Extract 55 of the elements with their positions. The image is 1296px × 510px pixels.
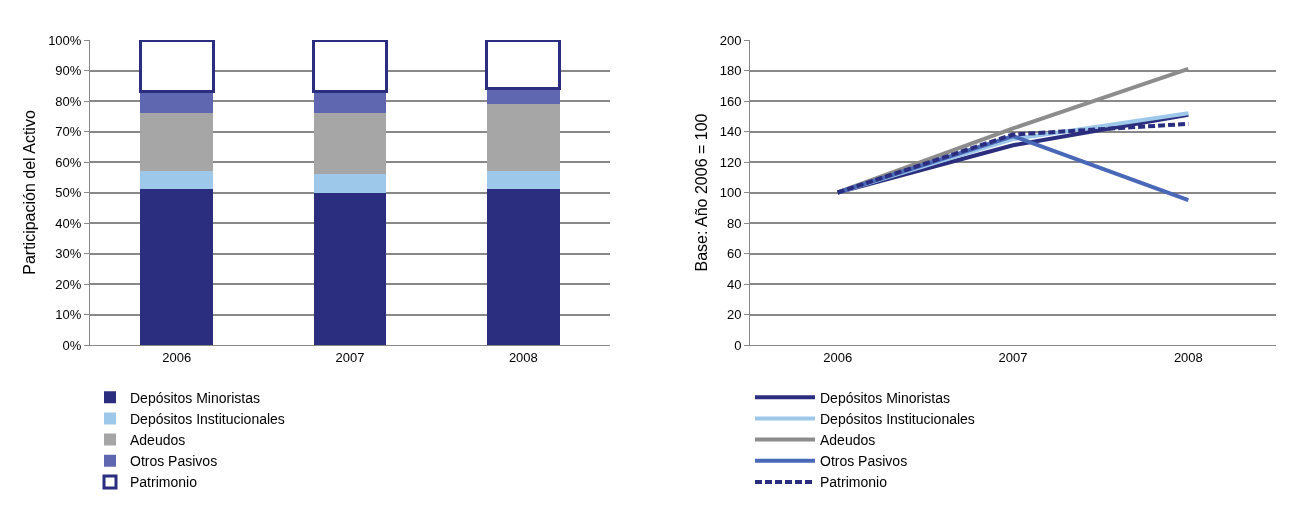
- y-tick-label: 80%: [55, 93, 82, 109]
- y-tick-label: 30%: [55, 246, 82, 262]
- y-tick-label: 100: [719, 185, 742, 201]
- bar: [313, 113, 387, 175]
- y-tick-label: 20: [726, 307, 742, 323]
- x-tick-label: 2007: [335, 349, 365, 365]
- legend-label: Adeudos: [130, 432, 186, 449]
- bar: [312, 40, 388, 94]
- bar: [138, 40, 215, 94]
- x-tick-label: 2006: [823, 349, 853, 365]
- legend-label: Depósitos Minoristas: [130, 389, 260, 406]
- y-tick-label: 140: [719, 124, 742, 140]
- legend-label: Depósitos Minoristas: [820, 389, 950, 406]
- legend-label: Otros Pasivos: [130, 453, 218, 470]
- y-axis-title: Participación del Activo: [21, 110, 39, 275]
- y-tick-label: 10%: [55, 307, 82, 323]
- x-tick-label: 2006: [162, 349, 192, 365]
- legend-label: Otros Pasivos: [820, 453, 908, 470]
- bar: [140, 113, 214, 172]
- x-tick-label: 2008: [1173, 349, 1203, 365]
- y-tick-label: 60%: [55, 154, 82, 170]
- bar: [486, 88, 560, 105]
- y-tick-label: 50%: [55, 185, 82, 201]
- bar: [140, 91, 214, 114]
- y-tick-label: 40%: [55, 215, 82, 231]
- bar: [140, 171, 214, 190]
- y-tick-label: 100%: [48, 32, 82, 48]
- legend-label: Adeudos: [820, 432, 876, 449]
- bar: [313, 192, 387, 345]
- bar: [313, 91, 387, 114]
- y-tick-label: 70%: [55, 124, 82, 140]
- legend-label: Depósitos Institucionales: [820, 410, 975, 427]
- y-tick-label: 40: [726, 276, 742, 292]
- y-tick-label: 90%: [55, 63, 82, 79]
- bar: [486, 189, 560, 345]
- y-tick-label: 0: [734, 337, 742, 353]
- x-tick-label: 2007: [998, 349, 1028, 365]
- y-tick-label: 120: [719, 154, 742, 170]
- bar: [313, 174, 387, 193]
- y-tick-label: 20%: [55, 276, 82, 292]
- bar: [140, 189, 214, 345]
- y-tick-label: 80: [726, 215, 742, 231]
- y-tick-label: 0%: [62, 337, 82, 353]
- x-tick-label: 2008: [508, 349, 538, 365]
- legend-label: Depósitos Institucionales: [130, 410, 285, 427]
- bar: [486, 104, 560, 172]
- y-tick-label: 200: [719, 32, 742, 48]
- legend-label: Patrimonio: [820, 474, 888, 491]
- y-axis-title: Base: Año 2006 = 100: [692, 113, 710, 272]
- bar: [485, 40, 562, 91]
- legend-label: Patrimonio: [130, 474, 198, 491]
- bar: [486, 171, 560, 190]
- y-tick-label: 180: [719, 63, 742, 79]
- y-tick-label: 160: [719, 93, 742, 109]
- y-tick-label: 60: [726, 246, 742, 262]
